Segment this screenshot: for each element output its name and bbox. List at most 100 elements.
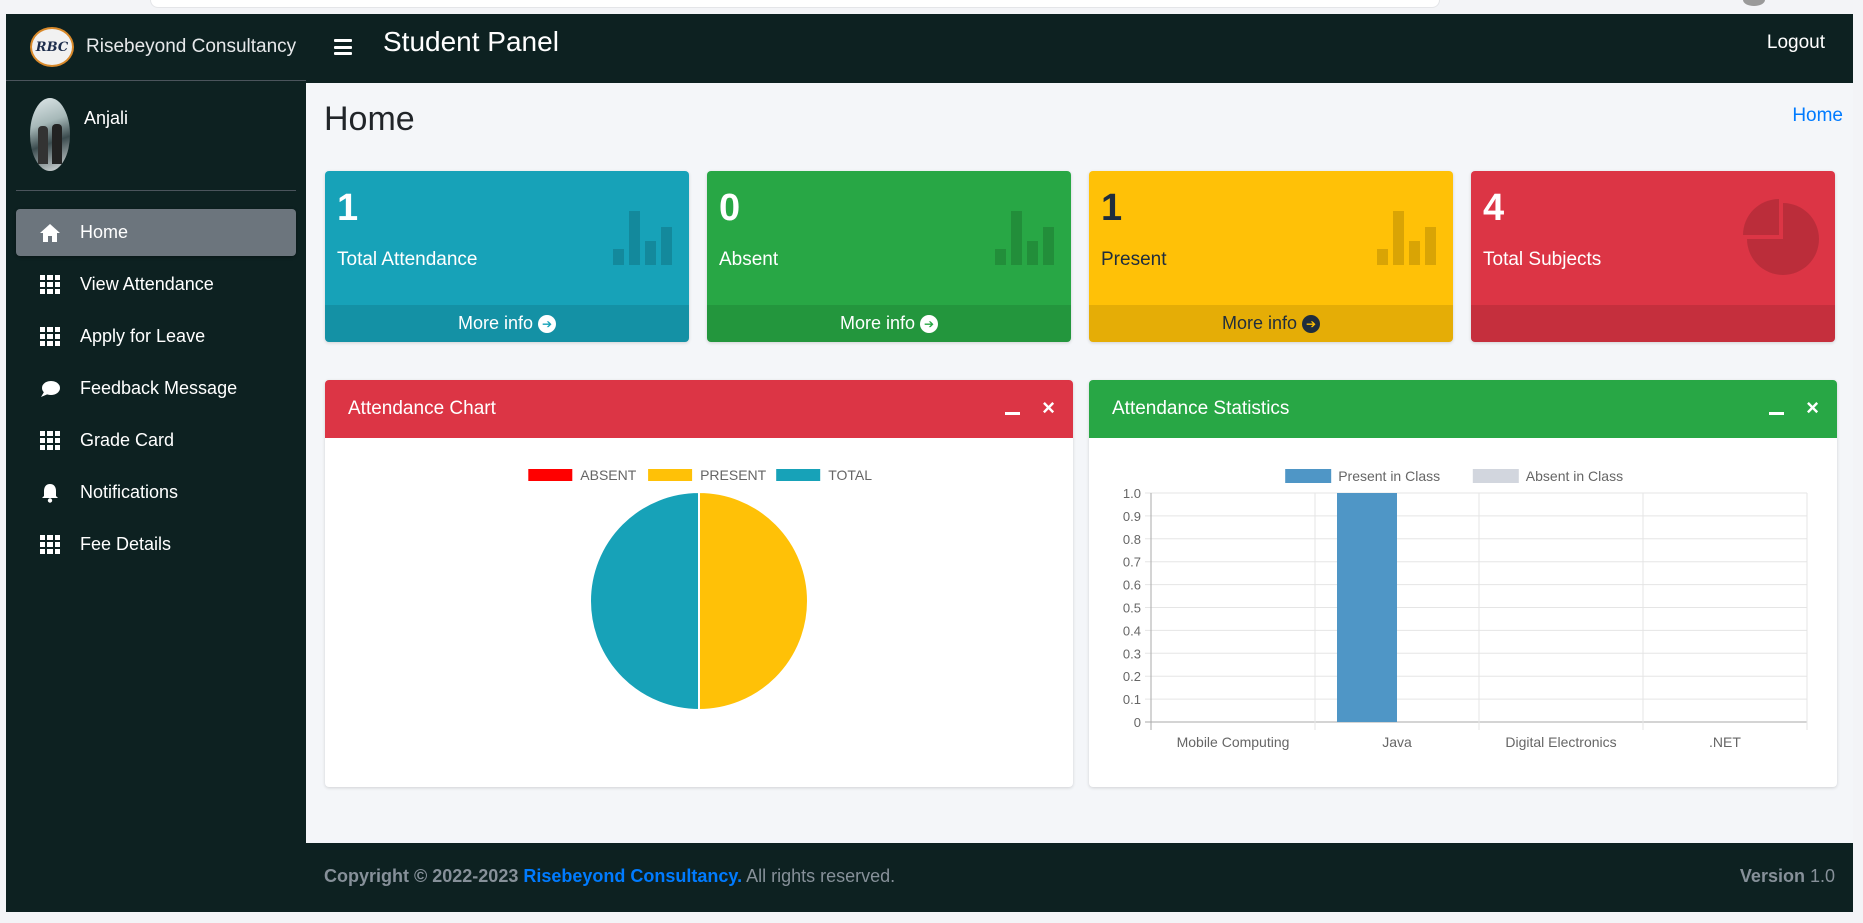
sidebar-item-label: Feedback Message: [80, 378, 238, 398]
pie-chart-icon: [1743, 199, 1819, 275]
copyright-text: Copyright © 2022-2023: [324, 866, 519, 886]
more-info-link[interactable]: More info ➔: [1089, 305, 1453, 342]
sidebar-item-label: Grade Card: [80, 430, 175, 450]
stat-label: Present: [1101, 249, 1167, 270]
grid-icon: [38, 534, 62, 556]
stat-box-total-attendance: 1 Total Attendance More info ➔: [325, 171, 689, 342]
stat-label: Total Attendance: [337, 249, 478, 270]
version-label: Version: [1739, 866, 1805, 886]
bell-icon: [38, 482, 62, 504]
hamburger-menu-icon[interactable]: [334, 39, 352, 55]
browser-top-strip: [0, 0, 1863, 14]
sidebar-item-label: Fee Details: [80, 534, 172, 554]
stat-value: 1: [337, 187, 359, 229]
sidebar-item-label: Home: [80, 222, 129, 242]
x-tick-label: Mobile Computing: [1177, 734, 1290, 750]
grid-icon: [38, 430, 62, 452]
footer: Copyright © 2022-2023 Risebeyond Consult…: [306, 843, 1853, 912]
card-header: Attendance Chart ×: [325, 380, 1073, 438]
stat-label: Absent: [719, 249, 779, 270]
pie-slice-total: [589, 490, 700, 712]
card-title: Attendance Chart: [348, 398, 496, 419]
legend-swatch: [648, 469, 693, 481]
x-tick-label: Digital Electronics: [1505, 734, 1616, 750]
panel-title: Student Panel: [383, 26, 559, 57]
arrow-circle-right-icon: ➔: [920, 314, 939, 333]
brand-link[interactable]: RBC Risebeyond Consultancy: [6, 14, 306, 81]
arrow-circle-right-icon: ➔: [538, 314, 557, 333]
top-navbar: Student Panel Logout: [306, 14, 1853, 83]
legend-swatch: [1285, 469, 1332, 483]
stat-label: Total Subjects: [1483, 249, 1602, 270]
bar-chart-icon: [995, 211, 1054, 265]
sidebar-item-grade-card[interactable]: Grade Card: [16, 417, 296, 464]
user-name[interactable]: Anjali: [84, 108, 129, 128]
grid-icon: [38, 326, 62, 348]
bar-chart-icon: [613, 211, 672, 265]
y-tick-label: 0.3: [1123, 646, 1141, 661]
comment-icon: [38, 378, 62, 400]
breadcrumb-home[interactable]: Home: [1792, 105, 1843, 126]
sidebar-item-label: Notifications: [80, 482, 179, 502]
company-link[interactable]: Risebeyond Consultancy.: [523, 866, 743, 886]
y-tick-label: 1.0: [1123, 486, 1141, 501]
sidebar-item-apply-for-leave[interactable]: Apply for Leave: [16, 313, 296, 360]
footer-version: Version 1.0: [1740, 866, 1835, 887]
legend-swatch: [1472, 469, 1519, 483]
main-content: Home Home 1 Total Attendance More info ➔ …: [306, 83, 1853, 843]
collapse-minus-icon[interactable]: [1005, 411, 1021, 415]
legend-swatch: [528, 469, 573, 481]
stat-box-absent: 0 Absent More info ➔: [707, 171, 1071, 342]
sidebar-item-view-attendance[interactable]: View Attendance: [16, 261, 296, 308]
grid-icon: [38, 274, 62, 296]
legend-label: Absent in Class: [1526, 468, 1623, 484]
pie-slice-present: [698, 490, 809, 712]
stat-value: 4: [1483, 187, 1505, 229]
close-icon[interactable]: ×: [1806, 395, 1819, 420]
legend-label: Present in Class: [1338, 468, 1440, 484]
y-tick-label: 0.9: [1123, 509, 1141, 524]
card-tools: ×: [1769, 397, 1819, 419]
attendance-chart-card: Attendance Chart × ABSENT PRESENT TOTAL: [325, 380, 1073, 787]
avatar[interactable]: [30, 98, 70, 171]
app-window: RBC Risebeyond Consultancy Anjali Home V…: [6, 14, 1853, 912]
y-tick-label: 0.6: [1123, 578, 1141, 593]
card-tools: ×: [1005, 397, 1055, 419]
y-tick-label: 0: [1134, 715, 1141, 730]
sidebar-item-fee-details[interactable]: Fee Details: [16, 521, 296, 568]
more-info-link[interactable]: More info ➔: [325, 305, 689, 342]
user-panel: Anjali: [16, 81, 296, 191]
y-tick-label: 0.8: [1123, 532, 1141, 547]
sidebar-nav: Home View Attendance Apply for Leave Fee…: [6, 209, 306, 568]
bar: [1337, 493, 1397, 722]
rights-text: All rights reserved.: [746, 866, 896, 886]
more-info-link[interactable]: More info ➔: [707, 305, 1071, 342]
sidebar-item-home[interactable]: Home: [16, 209, 296, 256]
stat-box-footer: [1471, 305, 1835, 342]
browser-tab-edge: [150, 0, 1440, 8]
y-tick-label: 0.5: [1123, 601, 1141, 616]
close-icon[interactable]: ×: [1042, 395, 1055, 420]
sidebar-item-notifications[interactable]: Notifications: [16, 469, 296, 516]
stat-value: 0: [719, 187, 741, 229]
legend-label: PRESENT: [700, 467, 767, 483]
page-title: Home: [324, 100, 415, 138]
sidebar-item-feedback-message[interactable]: Feedback Message: [16, 365, 296, 412]
x-tick-label: .NET: [1709, 734, 1741, 750]
collapse-minus-icon[interactable]: [1769, 411, 1785, 415]
stat-box-present: 1 Present More info ➔: [1089, 171, 1453, 342]
card-title: Attendance Statistics: [1112, 398, 1290, 419]
stat-value: 1: [1101, 187, 1123, 229]
sidebar-item-label: View Attendance: [80, 274, 214, 294]
stat-box-total-subjects: 4 Total Subjects: [1471, 171, 1835, 342]
x-tick-label: Java: [1382, 734, 1412, 750]
legend-swatch: [776, 469, 821, 481]
card-header: Attendance Statistics ×: [1089, 380, 1837, 438]
brand-name: Risebeyond Consultancy: [86, 36, 297, 57]
attendance-bar-chart: Present in Class Absent in Class 0 0.1 0.2 0.…: [1123, 468, 1808, 750]
y-tick-label: 0.1: [1123, 692, 1141, 707]
legend-label: TOTAL: [828, 467, 872, 483]
footer-copyright: Copyright © 2022-2023 Risebeyond Consult…: [324, 866, 895, 887]
logout-link[interactable]: Logout: [1766, 32, 1825, 53]
browser-profile-dot: [1743, 0, 1765, 6]
